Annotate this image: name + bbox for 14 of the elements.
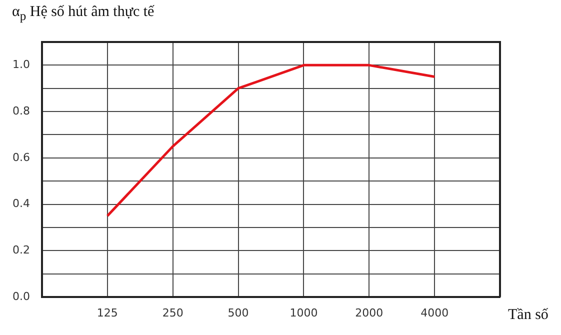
y-tick-label: 0.2: [12, 243, 30, 256]
x-tick-label: 4000: [420, 306, 449, 320]
x-tick-label: 125: [96, 306, 118, 320]
y-tick-label: 1.0: [12, 58, 30, 72]
x-tick-label: 1000: [290, 306, 318, 320]
y-tick-label: 0.0: [12, 290, 30, 303]
x-axis-title: Tần số: [508, 307, 548, 324]
y-tick-label: 0.6: [12, 150, 30, 164]
y-tick-label: 0.8: [12, 104, 30, 118]
x-tick-label: 2000: [355, 306, 384, 320]
x-tick-label: 500: [228, 306, 249, 320]
y-tick-label: 0.4: [12, 197, 30, 210]
x-tick-label: 250: [162, 306, 184, 320]
y-axis-title: α$_{p}$ Hệ số hút âm thực tế: [12, 4, 154, 24]
